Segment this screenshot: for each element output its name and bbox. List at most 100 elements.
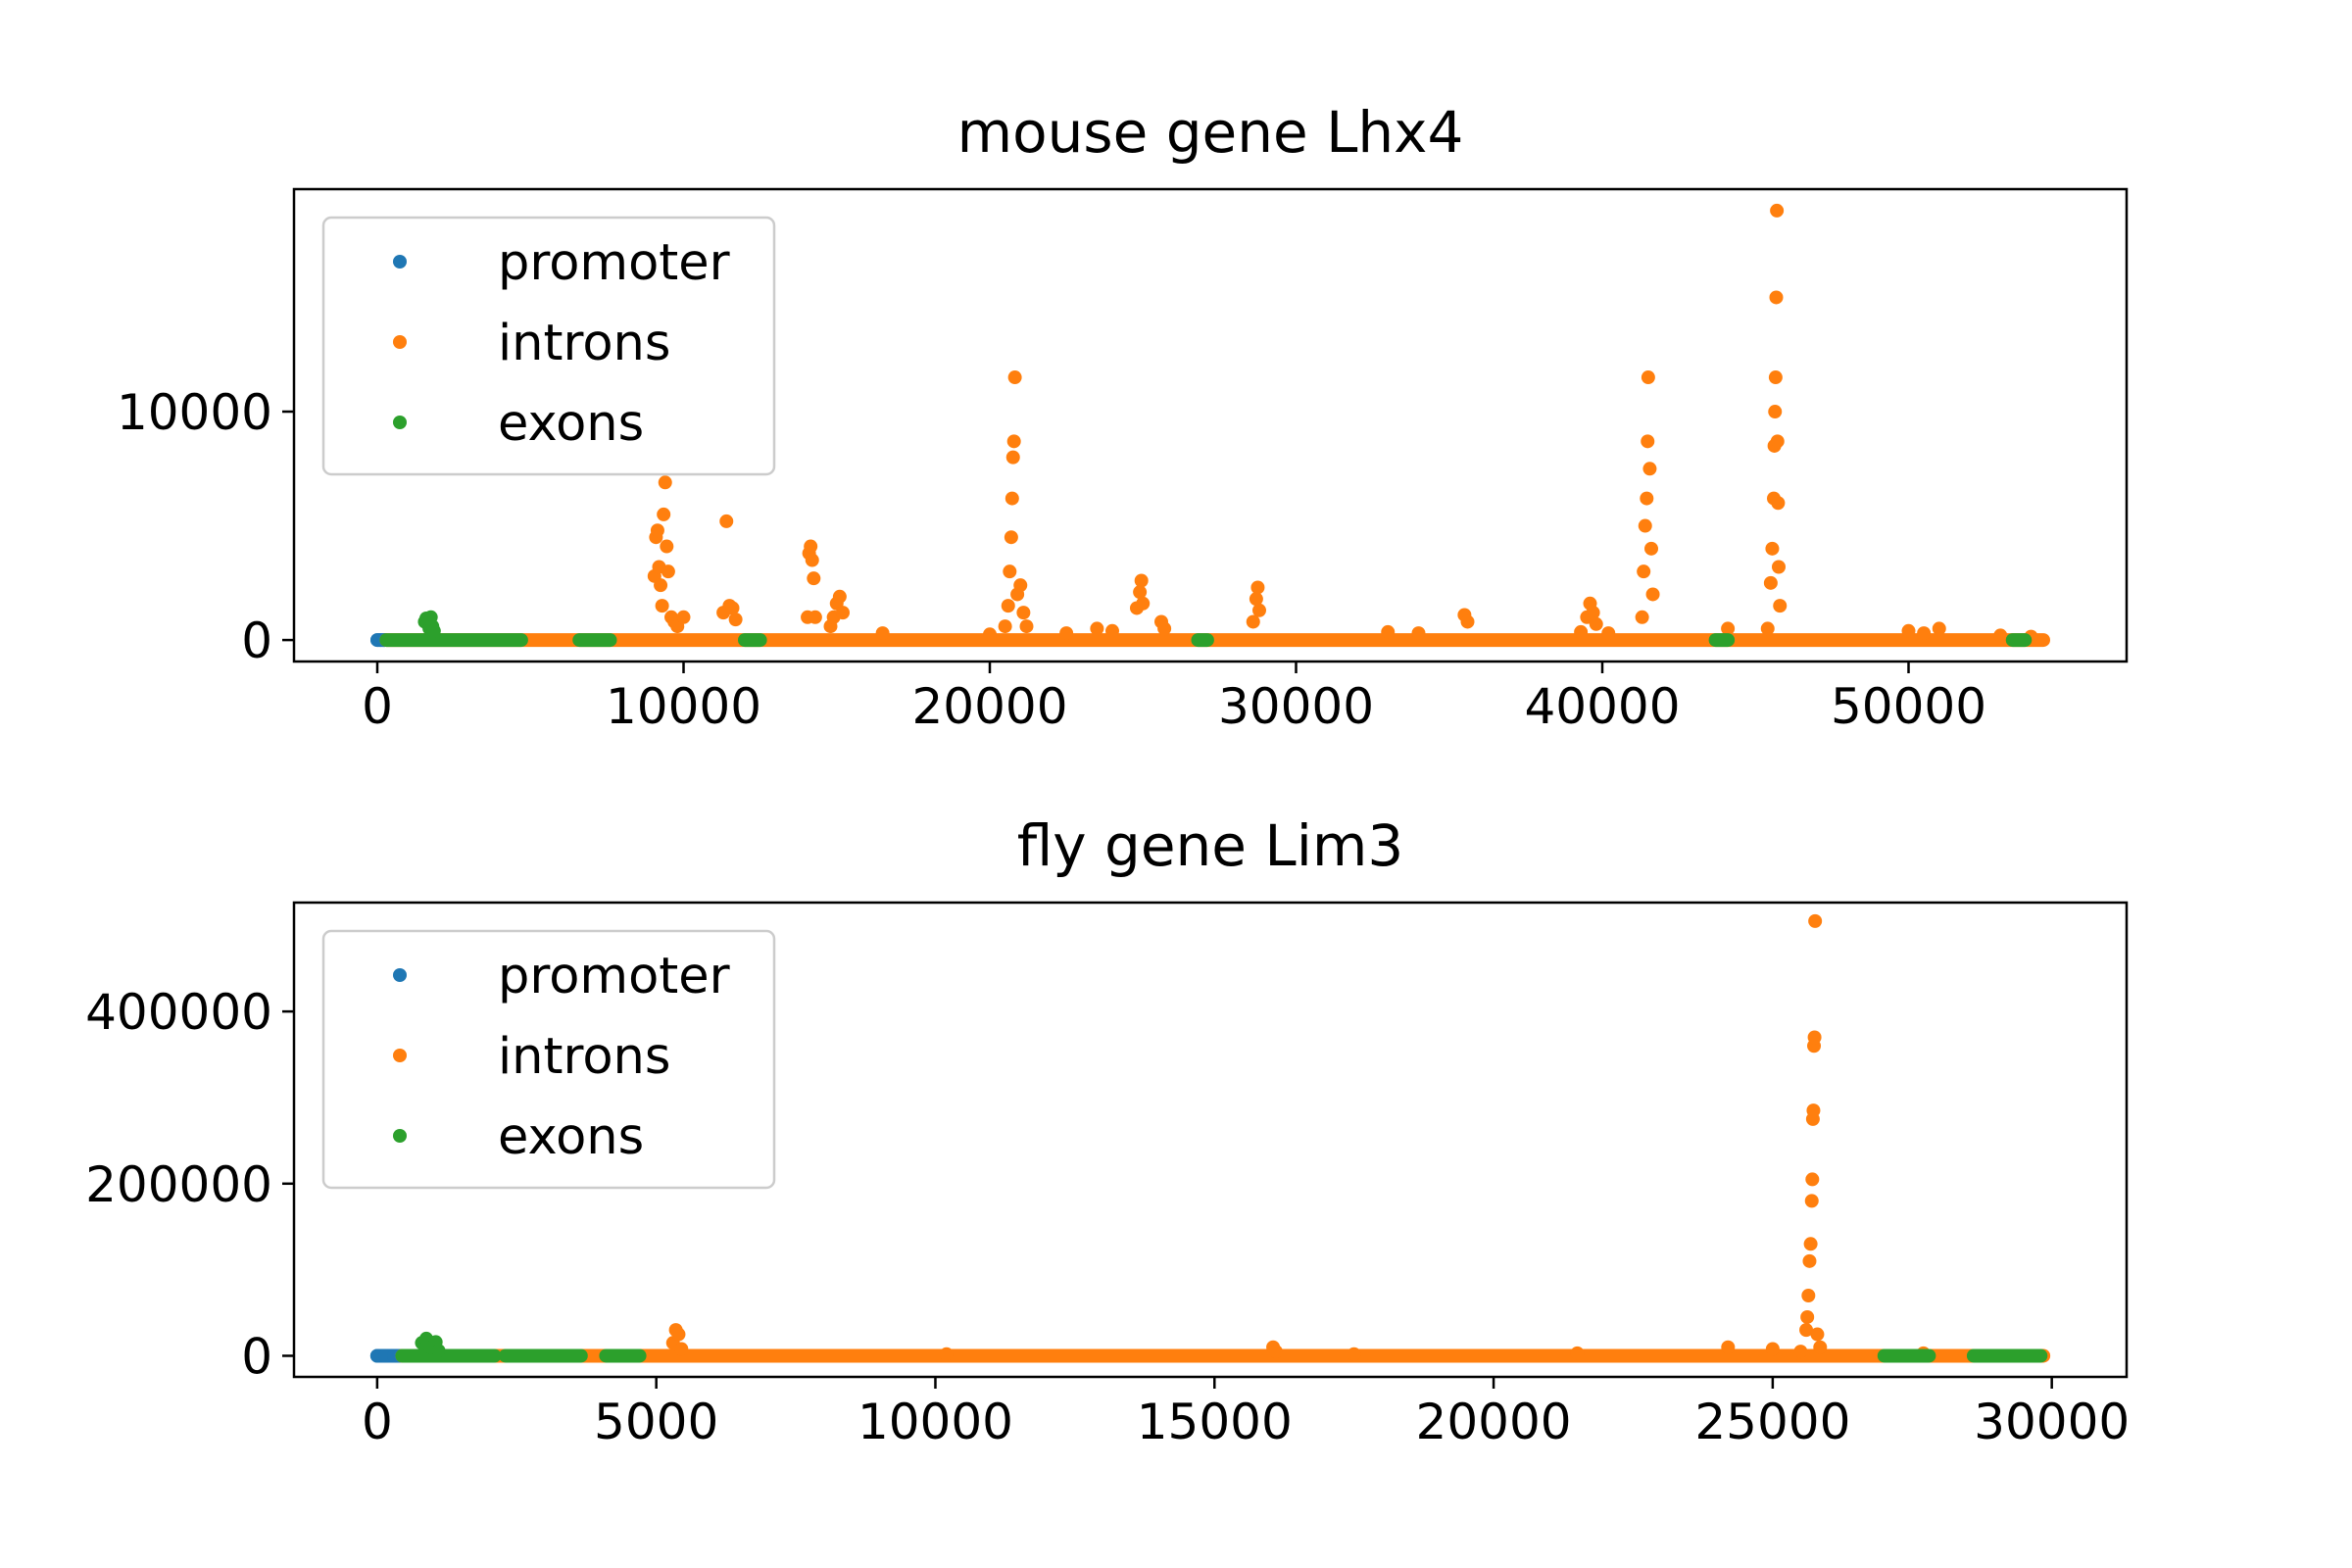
data-point-introns xyxy=(1013,578,1028,593)
x-tick-label: 40000 xyxy=(1524,678,1680,735)
legend-label-exons: exons xyxy=(498,1108,644,1166)
data-run-exons xyxy=(572,633,617,648)
data-point-introns xyxy=(875,626,890,641)
x-axis-ticks: 0 5000 10000 15000 20000 25000 30000 xyxy=(362,1377,2130,1450)
data-point-introns xyxy=(1003,564,1017,579)
data-point-introns xyxy=(1773,599,1788,613)
data-point-introns xyxy=(674,1342,689,1356)
data-point-introns xyxy=(1763,575,1778,590)
data-point-exons xyxy=(431,1344,446,1358)
subplot-title: mouse gene Lhx4 xyxy=(957,99,1464,166)
x-tick-label: 10000 xyxy=(858,1394,1013,1450)
data-point-introns xyxy=(1760,621,1775,636)
data-point-introns xyxy=(1637,564,1651,579)
legend-label-promoter: promoter xyxy=(498,234,730,292)
y-tick-label: 0 xyxy=(241,612,272,669)
x-tick-label: 50000 xyxy=(1831,678,1986,735)
y-tick-label: 200000 xyxy=(85,1156,272,1213)
data-point-introns xyxy=(1805,1172,1820,1187)
data-point-introns xyxy=(660,539,674,554)
data-run-exons xyxy=(1191,633,1214,648)
y-axis-ticks: 0 200000 400000 xyxy=(85,984,294,1385)
data-point-introns xyxy=(1801,1288,1816,1302)
data-point-introns xyxy=(676,610,691,624)
data-point-introns xyxy=(1001,599,1015,613)
data-point-introns xyxy=(1932,621,1946,636)
data-point-introns xyxy=(998,619,1012,634)
data-point-introns xyxy=(650,523,664,538)
data-point-introns xyxy=(805,553,819,567)
data-point-introns xyxy=(1586,606,1600,620)
data-point-exons xyxy=(426,623,441,638)
x-tick-label: 0 xyxy=(362,1394,393,1450)
data-point-introns xyxy=(1460,614,1475,629)
data-points xyxy=(370,203,2050,648)
subplot-title: fly gene Lim3 xyxy=(1017,812,1404,879)
legend-marker-promoter xyxy=(393,968,407,982)
data-point-introns xyxy=(1059,626,1074,641)
data-point-introns xyxy=(725,601,740,615)
data-point-introns xyxy=(1721,621,1736,636)
data-point-introns xyxy=(1570,1346,1585,1360)
data-point-introns xyxy=(658,475,672,490)
legend-label-introns: introns xyxy=(498,315,670,372)
data-point-introns xyxy=(1133,585,1148,600)
data-point-introns xyxy=(1772,560,1786,574)
data-point-introns xyxy=(1768,370,1783,385)
data-point-introns xyxy=(1813,1340,1828,1354)
data-point-introns xyxy=(1803,1237,1818,1251)
y-tick-label: 0 xyxy=(241,1328,272,1385)
x-tick-label: 30000 xyxy=(1974,1394,2130,1450)
data-point-introns xyxy=(1771,496,1786,511)
data-point-introns xyxy=(1246,614,1260,629)
data-point-introns xyxy=(1800,1309,1815,1324)
data-point-introns xyxy=(1644,541,1658,556)
data-point-introns xyxy=(661,564,675,579)
data-point-introns xyxy=(807,571,821,586)
data-point-introns xyxy=(1252,603,1266,617)
data-point-introns xyxy=(1808,913,1823,928)
subplot-mouse-lhx4: mouse gene Lhx4 0 10000 20000 30000 40000 500… xyxy=(117,99,2129,735)
data-run-exons xyxy=(379,633,528,648)
data-point-introns xyxy=(1250,580,1265,595)
data-run-exons xyxy=(395,1348,502,1363)
data-point-introns xyxy=(1769,290,1784,305)
data-point-introns xyxy=(1768,405,1783,419)
axes-frame xyxy=(292,187,2129,663)
x-tick-label: 0 xyxy=(362,678,393,735)
legend-marker-introns xyxy=(393,1049,407,1062)
legend-box xyxy=(321,216,776,476)
data-point-introns xyxy=(1090,621,1104,636)
subplot-fly-lim3: fly gene Lim3 0 5000 10000 15000 20000 25000 3… xyxy=(85,812,2130,1450)
legend-marker-exons xyxy=(393,1129,407,1143)
legend-marker-promoter xyxy=(393,255,407,269)
data-point-introns xyxy=(1640,491,1654,506)
data-point-introns xyxy=(654,578,668,593)
legend-label-exons: exons xyxy=(498,395,644,453)
data-run-exons xyxy=(1966,1348,2048,1363)
data-point-introns xyxy=(1810,1327,1825,1342)
data-point-introns xyxy=(1807,1030,1822,1045)
data-run-exons xyxy=(1708,633,1736,648)
legend-marker-introns xyxy=(393,335,407,349)
data-point-introns xyxy=(1268,1345,1283,1359)
data-point-introns xyxy=(1411,626,1426,641)
data-point-introns xyxy=(832,589,847,604)
data-point-introns xyxy=(836,606,850,620)
data-point-introns xyxy=(655,599,669,613)
data-point-introns xyxy=(1005,450,1020,465)
y-tick-label: 10000 xyxy=(117,384,272,441)
x-tick-label: 30000 xyxy=(1218,678,1374,735)
data-run-introns xyxy=(379,633,2050,648)
data-point-introns xyxy=(671,1327,686,1342)
data-point-introns xyxy=(1019,619,1034,634)
data-point-introns xyxy=(1016,606,1031,620)
x-tick-label: 25000 xyxy=(1694,1394,1850,1450)
data-point-introns xyxy=(1601,626,1616,641)
data-run-introns xyxy=(395,1348,2051,1363)
data-point-introns xyxy=(1765,1342,1780,1356)
data-point-introns xyxy=(983,627,997,642)
data-point-introns xyxy=(1635,610,1649,624)
data-point-introns xyxy=(1917,626,1932,641)
